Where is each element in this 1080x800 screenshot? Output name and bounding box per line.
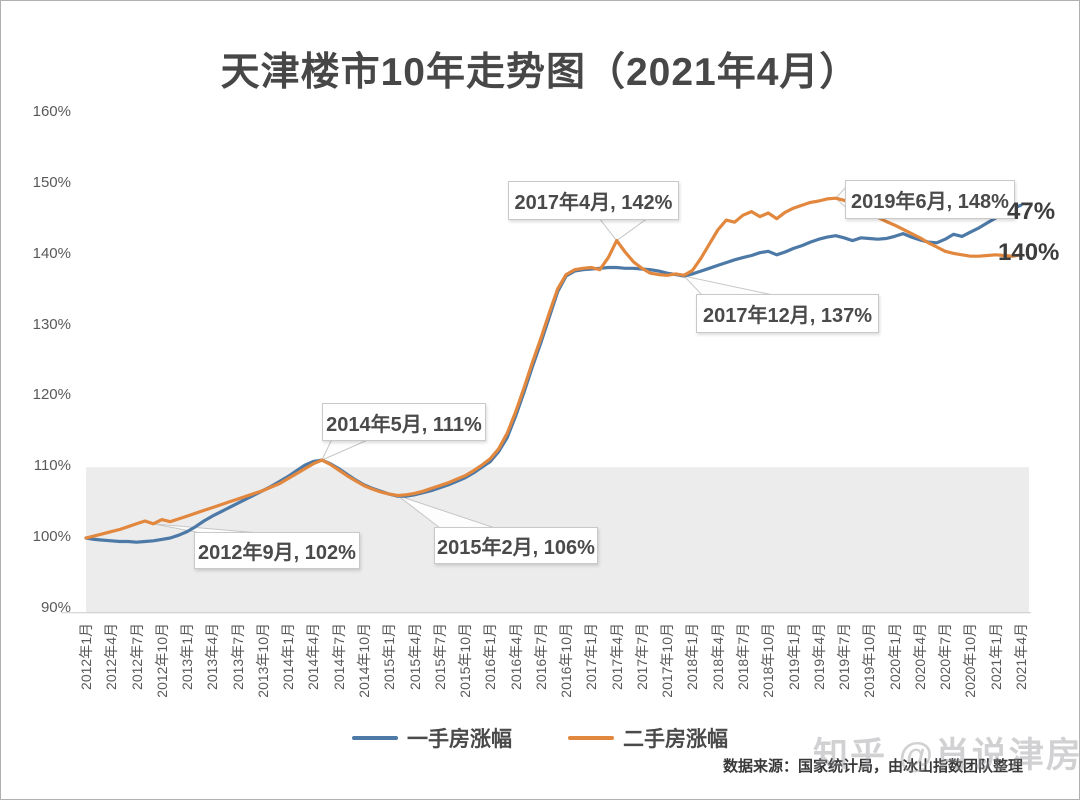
annotation-2015-02: 2015年2月, 106% [434,527,598,564]
annotation-2017-12: 2017年12月, 137% [696,294,879,333]
end-label-new-homes: 47% [1007,198,1056,225]
data-source-note: 数据来源：国家统计局，由冰山指数团队整理 [723,758,1024,775]
legend: 一手房涨幅 二手房涨幅 [1,723,1079,753]
annotation-2019-06: 2019年6月, 148% [845,180,1015,219]
chart-title: 天津楼市10年走势图（2021年4月） [220,51,860,94]
end-label-secondhand: 140% [998,239,1060,266]
annotation-2012-09: 2012年9月, 102% [194,532,360,569]
annotation-leader [320,438,371,462]
legend-line-swatch-orange [568,736,614,740]
annotation-leader [597,217,650,242]
annotation-2017-04: 2017年4月, 142% [508,181,679,220]
legend-label-new-homes: 一手房涨幅 [407,728,512,751]
legend-label-secondhand: 二手房涨幅 [623,728,728,751]
annotation-leader [682,275,774,296]
watermark-zhihu: 知乎 @肖说津房 [813,736,1080,775]
legend-item-new-homes: 一手房涨幅 [352,723,512,753]
legend-item-secondhand: 二手房涨幅 [568,723,728,753]
legend-line-swatch-blue [352,736,398,740]
annotation-2014-05: 2014年5月, 111% [322,403,486,441]
